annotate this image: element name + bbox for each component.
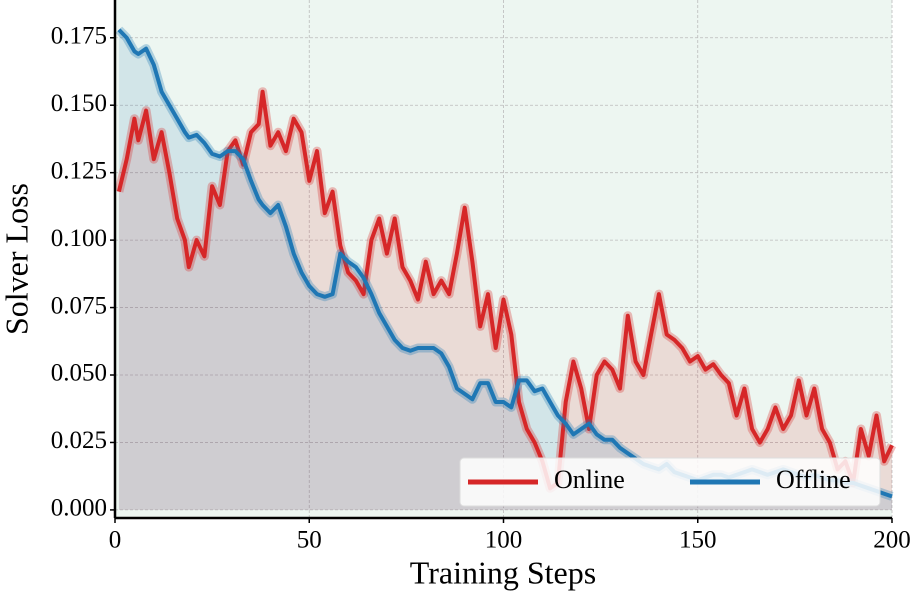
area-fill	[118, 91, 892, 510]
y-tick-label: 0.050	[51, 360, 107, 387]
x-tick-label: 0	[109, 527, 122, 554]
legend: Online Offline	[459, 457, 881, 507]
legend-label: Offline	[776, 465, 851, 494]
legend-box	[459, 457, 881, 507]
x-tick-label: 150	[679, 527, 717, 554]
y-tick-label: 0.125	[51, 157, 107, 184]
x-tick-label: 200	[873, 527, 911, 554]
x-axis-label: Training Steps	[410, 554, 596, 590]
y-tick-label: 0.175	[51, 23, 107, 50]
area-fill	[118, 29, 892, 510]
y-tick-label: 0.000	[51, 495, 107, 522]
y-axis-label: Solver Loss	[0, 183, 34, 335]
legend-label: Online	[554, 465, 625, 494]
x-tick-label: 50	[297, 527, 322, 554]
x-tick-label: 100	[485, 527, 523, 554]
y-tick-label: 0.100	[51, 225, 107, 252]
y-tick-label: 0.150	[51, 90, 107, 117]
y-tick-label: 0.025	[51, 427, 107, 454]
y-tick-label: 0.075	[51, 292, 107, 319]
